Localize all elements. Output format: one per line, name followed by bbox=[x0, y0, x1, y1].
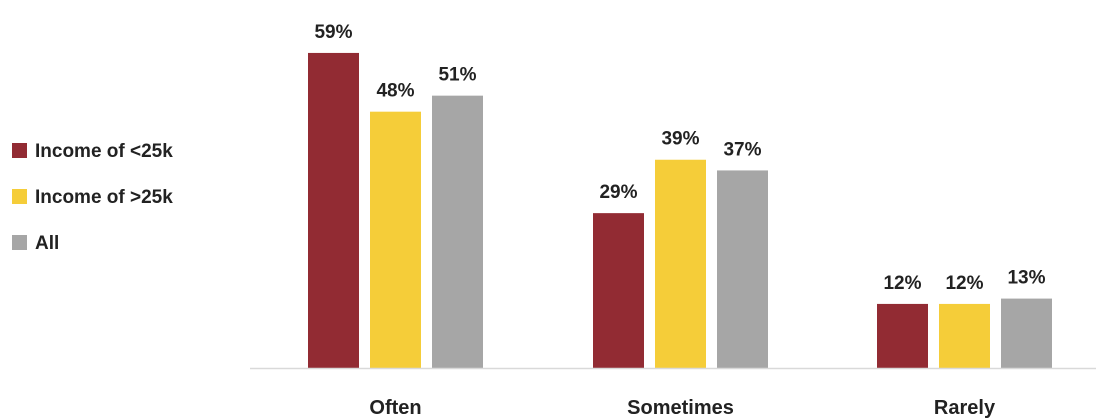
bar-often-all bbox=[432, 95, 483, 368]
bar-sometimes-income-of-25k bbox=[655, 159, 706, 368]
category-label-often: Often bbox=[369, 397, 421, 419]
data-label-sometimes-income-of-25k: 39% bbox=[661, 129, 699, 150]
data-labels-group: 59% 48% 51% 29% 39% 37% 12% 12% 13% bbox=[314, 22, 1045, 294]
legend-swatch-income-of-25k bbox=[12, 143, 27, 158]
data-label-often-income-of-25k: 59% bbox=[314, 22, 352, 43]
category-label-rarely: Rarely bbox=[934, 397, 996, 419]
data-label-rarely-income-of-25k: 12% bbox=[945, 273, 983, 294]
bar-rarely-income-of-25k bbox=[939, 303, 990, 368]
category-label-sometimes: Sometimes bbox=[627, 397, 734, 419]
data-label-often-all: 51% bbox=[438, 65, 476, 86]
legend-swatch-income-of-25k bbox=[12, 189, 27, 204]
bar-sometimes-income-of-25k bbox=[593, 213, 644, 368]
legend-label-income-of-25k: Income of <25k bbox=[35, 141, 173, 162]
legend-label-income-of-25k: Income of >25k bbox=[35, 187, 173, 208]
data-label-rarely-income-of-25k: 12% bbox=[883, 273, 921, 294]
data-label-rarely-all: 13% bbox=[1007, 268, 1045, 289]
bar-rarely-income-of-25k bbox=[877, 303, 928, 368]
legend-label-all: All bbox=[35, 233, 59, 254]
category-labels-group: Often Sometimes Rarely bbox=[369, 397, 996, 419]
data-label-often-income-of-25k: 48% bbox=[376, 81, 414, 102]
bar-often-income-of-25k bbox=[370, 111, 421, 369]
data-label-sometimes-income-of-25k: 29% bbox=[599, 182, 637, 203]
data-label-sometimes-all: 37% bbox=[723, 139, 761, 160]
bar-often-income-of-25k bbox=[308, 52, 359, 368]
bars-group bbox=[308, 52, 1052, 369]
legend: Income of <25k Income of >25k All bbox=[12, 141, 173, 254]
bar-sometimes-all bbox=[717, 170, 768, 368]
legend-swatch-all bbox=[12, 235, 27, 250]
bar-rarely-all bbox=[1001, 298, 1052, 368]
